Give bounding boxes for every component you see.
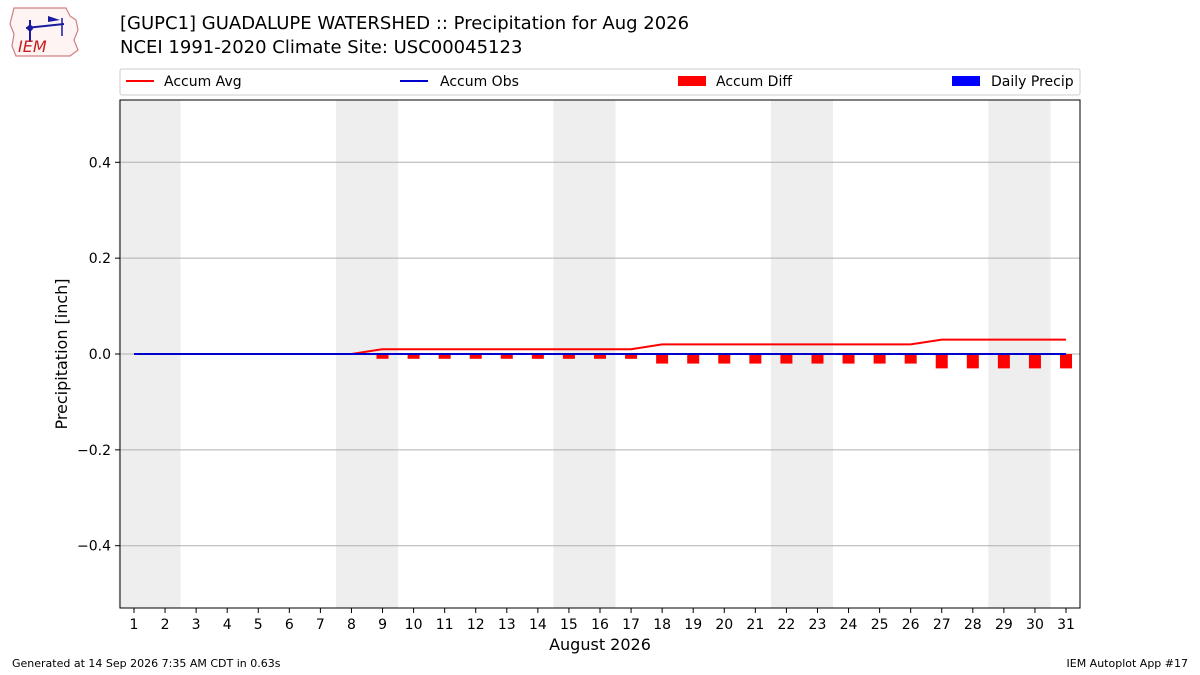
x-axis-label: August 2026 bbox=[549, 635, 651, 654]
bar-accum-diff bbox=[656, 354, 669, 364]
y-tick-label: −0.4 bbox=[77, 539, 111, 555]
x-tick-label: 12 bbox=[467, 617, 485, 633]
x-tick-label: 1 bbox=[130, 617, 139, 633]
x-tick-label: 10 bbox=[405, 617, 423, 633]
x-tick-label: 24 bbox=[840, 617, 858, 633]
x-tick-label: 5 bbox=[254, 617, 263, 633]
line-accum-avg bbox=[133, 338, 1067, 355]
bar-accum-diff bbox=[407, 354, 420, 359]
x-tick-label: 17 bbox=[622, 617, 640, 633]
x-tick-label: 23 bbox=[809, 617, 827, 633]
x-tick-label: 21 bbox=[746, 617, 764, 633]
bar-accum-diff bbox=[687, 354, 700, 364]
x-tick-label: 3 bbox=[192, 617, 201, 633]
x-tick-label: 9 bbox=[378, 617, 387, 633]
y-tick-label: −0.2 bbox=[77, 443, 111, 459]
bar-accum-diff bbox=[873, 354, 886, 364]
bar-accum-diff bbox=[562, 354, 575, 359]
x-tick-label: 26 bbox=[902, 617, 920, 633]
x-tick-label: 4 bbox=[223, 617, 232, 633]
bar-accum-diff bbox=[935, 354, 948, 369]
weekend-shade bbox=[335, 100, 399, 608]
x-tick-label: 27 bbox=[933, 617, 951, 633]
legend-box bbox=[119, 68, 1081, 96]
x-tick-label: 16 bbox=[591, 617, 609, 633]
x-tick-label: 15 bbox=[560, 617, 578, 633]
axes: −0.4−0.20.00.20.41 2 3 4 5 6 7 8 9 10 11 12 13 14 15 16… bbox=[52, 99, 1081, 654]
app-note: IEM Autoplot App #17 bbox=[1066, 657, 1189, 670]
plot-frame bbox=[119, 99, 1081, 609]
weekend-shade bbox=[553, 100, 616, 608]
bar-accum-diff bbox=[376, 354, 389, 359]
bar-accum-diff bbox=[500, 354, 513, 359]
bar-accum-diff bbox=[904, 354, 917, 364]
weekend-shade bbox=[988, 100, 1051, 608]
bar-accum-diff bbox=[780, 354, 793, 364]
legend-swatch-daily-precip bbox=[952, 76, 980, 86]
x-tick-label: 20 bbox=[715, 617, 733, 633]
x-tick-label: 19 bbox=[684, 617, 702, 633]
x-tick-label: 22 bbox=[777, 617, 795, 633]
bar-accum-diff bbox=[811, 354, 824, 364]
x-tick-label: 6 bbox=[285, 617, 294, 633]
x-tick-label: 14 bbox=[529, 617, 547, 633]
logo-text: IEM bbox=[18, 37, 47, 56]
generated-note: Generated at 14 Sep 2026 7:35 AM CDT in … bbox=[12, 657, 281, 670]
legend: Accum Avg Accum Obs Accum Diff Daily Precip bbox=[119, 68, 1081, 96]
y-tick-label: 0.4 bbox=[89, 155, 111, 171]
y-tick-label: 0.0 bbox=[89, 347, 111, 363]
bar-accum-diff bbox=[438, 354, 451, 359]
legend-label-accum-diff: Accum Diff bbox=[716, 74, 792, 90]
x-tick-label: 18 bbox=[653, 617, 671, 633]
x-tick-label: 11 bbox=[436, 617, 454, 633]
legend-swatch-accum-diff bbox=[678, 76, 706, 86]
bar-accum-diff bbox=[469, 354, 482, 359]
x-tick-label: 7 bbox=[316, 617, 325, 633]
bar-accum-diff bbox=[531, 354, 544, 359]
bar-accum-diff bbox=[594, 354, 606, 359]
x-tick-label: 31 bbox=[1057, 617, 1075, 633]
x-tick-label: 2 bbox=[161, 617, 170, 633]
bar-accum-diff bbox=[625, 354, 638, 359]
x-tick-label: 8 bbox=[347, 617, 356, 633]
legend-label-accum-obs: Accum Obs bbox=[440, 74, 519, 90]
bar-accum-diff bbox=[1028, 354, 1041, 369]
plot-area bbox=[118, 100, 1080, 608]
y-axis-label: Precipitation [inch] bbox=[52, 278, 71, 429]
x-tick-label: 25 bbox=[871, 617, 889, 633]
iem-logo: IEM bbox=[8, 6, 80, 58]
chart-title: [GUPC1] GUADALUPE WATERSHED :: Precipita… bbox=[120, 12, 689, 60]
bar-accum-diff bbox=[718, 354, 731, 364]
bar-accum-diff bbox=[997, 354, 1010, 369]
legend-label-daily-precip: Daily Precip bbox=[991, 74, 1074, 90]
x-tick-label: 29 bbox=[995, 617, 1013, 633]
x-tick-label: 28 bbox=[964, 617, 982, 633]
weekend-shade bbox=[770, 100, 834, 608]
y-tick-label: 0.2 bbox=[89, 251, 111, 267]
title-line-1: [GUPC1] GUADALUPE WATERSHED :: Precipita… bbox=[120, 13, 690, 34]
bar-accum-diff bbox=[1060, 354, 1073, 369]
legend-label-accum-avg: Accum Avg bbox=[164, 74, 242, 90]
weekend-shade bbox=[118, 100, 181, 608]
state-outline bbox=[9, 7, 79, 57]
x-tick-label: 13 bbox=[498, 617, 516, 633]
x-tick-label: 30 bbox=[1026, 617, 1044, 633]
bar-accum-diff bbox=[966, 354, 979, 369]
bar-accum-diff bbox=[749, 354, 762, 364]
title-line-2: NCEI 1991-2020 Climate Site: USC00045123 bbox=[120, 37, 523, 58]
bar-accum-diff bbox=[842, 354, 855, 364]
